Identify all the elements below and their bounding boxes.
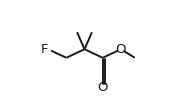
Text: O: O xyxy=(116,43,126,56)
Text: O: O xyxy=(98,81,108,94)
Text: F: F xyxy=(41,43,48,56)
